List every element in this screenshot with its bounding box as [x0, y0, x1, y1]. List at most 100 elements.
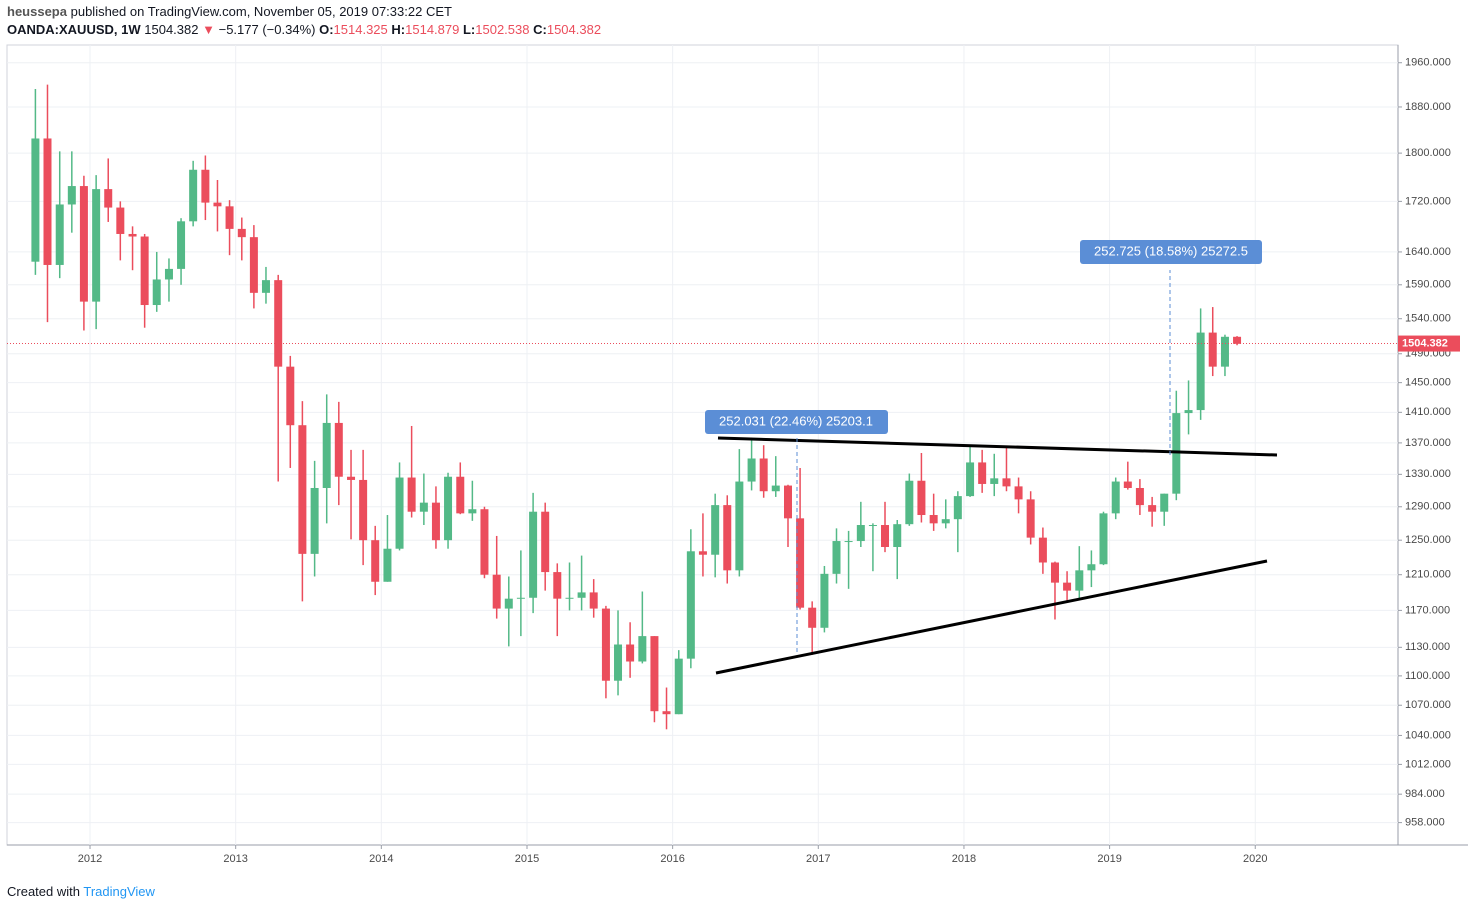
- candle-body: [395, 477, 404, 549]
- annotation: 252.725 (18.58%) 25272.5: [1094, 243, 1248, 258]
- y-tick-label: 1070.000: [1405, 699, 1451, 711]
- candle-body: [577, 592, 586, 598]
- candle-body: [553, 572, 562, 599]
- candle-body: [686, 551, 695, 659]
- candle-body: [189, 169, 198, 222]
- candle-body: [529, 511, 538, 598]
- y-tick-label: 1410.000: [1405, 406, 1451, 418]
- trendline: [715, 559, 1268, 675]
- candle-body: [1014, 486, 1023, 500]
- y-tick-label: 1450.000: [1405, 377, 1451, 389]
- candle-body: [565, 597, 574, 599]
- candle-body: [237, 228, 246, 238]
- candle-body: [140, 236, 149, 306]
- c: 1504.382: [546, 22, 602, 37]
- header-line1: heussepa published on TradingView.com, N…: [7, 4, 452, 19]
- candle-body: [978, 462, 987, 484]
- candle-body: [152, 279, 161, 306]
- y-tick-label: 1720.000: [1405, 195, 1451, 207]
- candle-body: [298, 425, 307, 554]
- created: Created with: [7, 884, 80, 899]
- candle-body: [953, 496, 962, 520]
- candle-body: [662, 711, 671, 715]
- candle-body: [480, 509, 489, 575]
- candle-body: [347, 476, 356, 480]
- candle-body: [1196, 332, 1205, 411]
- x-tick-label: 2013: [223, 853, 247, 865]
- candle-body: [371, 540, 380, 582]
- candle-body: [808, 607, 817, 628]
- candle-body: [492, 574, 501, 609]
- candle-body: [771, 485, 780, 492]
- candle-body: [541, 511, 550, 573]
- candle-body: [783, 485, 792, 519]
- y-tick-label: 984.000: [1405, 788, 1445, 800]
- candle-body: [844, 541, 853, 543]
- y-tick-label: 1540.000: [1405, 313, 1451, 325]
- candle-body: [1220, 336, 1229, 367]
- candle-body: [383, 548, 392, 582]
- h: 1514.879: [405, 22, 460, 37]
- y-tick-label: 1290.000: [1405, 501, 1451, 513]
- candle-body: [419, 502, 428, 512]
- candle-body: [516, 597, 525, 599]
- candle-body: [1002, 478, 1011, 487]
- x-tick-label: 2020: [1243, 853, 1267, 865]
- y-tick-label: 1130.000: [1405, 641, 1450, 653]
- candle-body: [164, 268, 173, 280]
- candle-body: [735, 481, 744, 571]
- y-tick-label: 1012.000: [1405, 758, 1451, 770]
- candle-body: [1038, 537, 1047, 563]
- candle-body: [92, 189, 101, 302]
- x-tick-label: 2016: [660, 853, 684, 865]
- candle-body: [468, 509, 477, 514]
- candle-body: [868, 525, 877, 527]
- candle-body: [1099, 513, 1108, 565]
- candle-body: [614, 644, 623, 681]
- candle-body: [905, 480, 914, 525]
- y-tick-label: 1960.000: [1405, 57, 1451, 69]
- x-tick-label: 2012: [78, 853, 102, 865]
- l: 1502.538: [475, 22, 530, 37]
- y-tick-label: 1100.000: [1405, 670, 1450, 682]
- y-tick-label: 1800.000: [1405, 147, 1451, 159]
- trendline: [717, 436, 1278, 457]
- candle-body: [407, 477, 416, 512]
- candle-body: [674, 658, 683, 715]
- candle-body: [917, 480, 926, 516]
- author[interactable]: heussepa: [7, 4, 67, 19]
- candle-body: [1111, 481, 1120, 514]
- candle-body: [249, 237, 258, 293]
- y-tick-label: 1040.000: [1405, 729, 1451, 741]
- brand[interactable]: TradingView: [83, 884, 155, 899]
- y-tick-label: 1330.000: [1405, 468, 1451, 480]
- candle-body: [723, 505, 732, 571]
- annotation-box: [705, 410, 888, 434]
- candle-body: [881, 525, 890, 548]
- candle-body: [796, 518, 805, 608]
- last-price-box: [1398, 335, 1460, 352]
- x-tick-label: 2018: [952, 853, 976, 865]
- candle-body: [1208, 332, 1217, 367]
- candle-body: [832, 541, 841, 574]
- candle-body: [67, 186, 76, 205]
- candle-body: [1184, 410, 1193, 414]
- candle-body: [116, 207, 125, 234]
- candle-body: [55, 204, 64, 265]
- candle-body: [31, 138, 40, 262]
- candle-body: [1148, 505, 1157, 512]
- h-label: H:: [391, 22, 406, 37]
- candle-body: [966, 462, 975, 497]
- header-line2: OANDA:XAUUSD, 1W 1504.382 ▼ −5.177 (−0.3…: [7, 22, 601, 37]
- candle-body: [601, 608, 610, 681]
- marks: [7, 45, 1398, 845]
- candle-body: [359, 479, 368, 541]
- annotation-box: [1080, 240, 1262, 264]
- price: 1504.382: [144, 22, 199, 37]
- candle-body: [1233, 336, 1242, 344]
- candle-body: [990, 478, 999, 484]
- y-tick-label: 1880.000: [1405, 101, 1451, 113]
- candle-body: [310, 487, 319, 554]
- candle-body: [1050, 562, 1059, 583]
